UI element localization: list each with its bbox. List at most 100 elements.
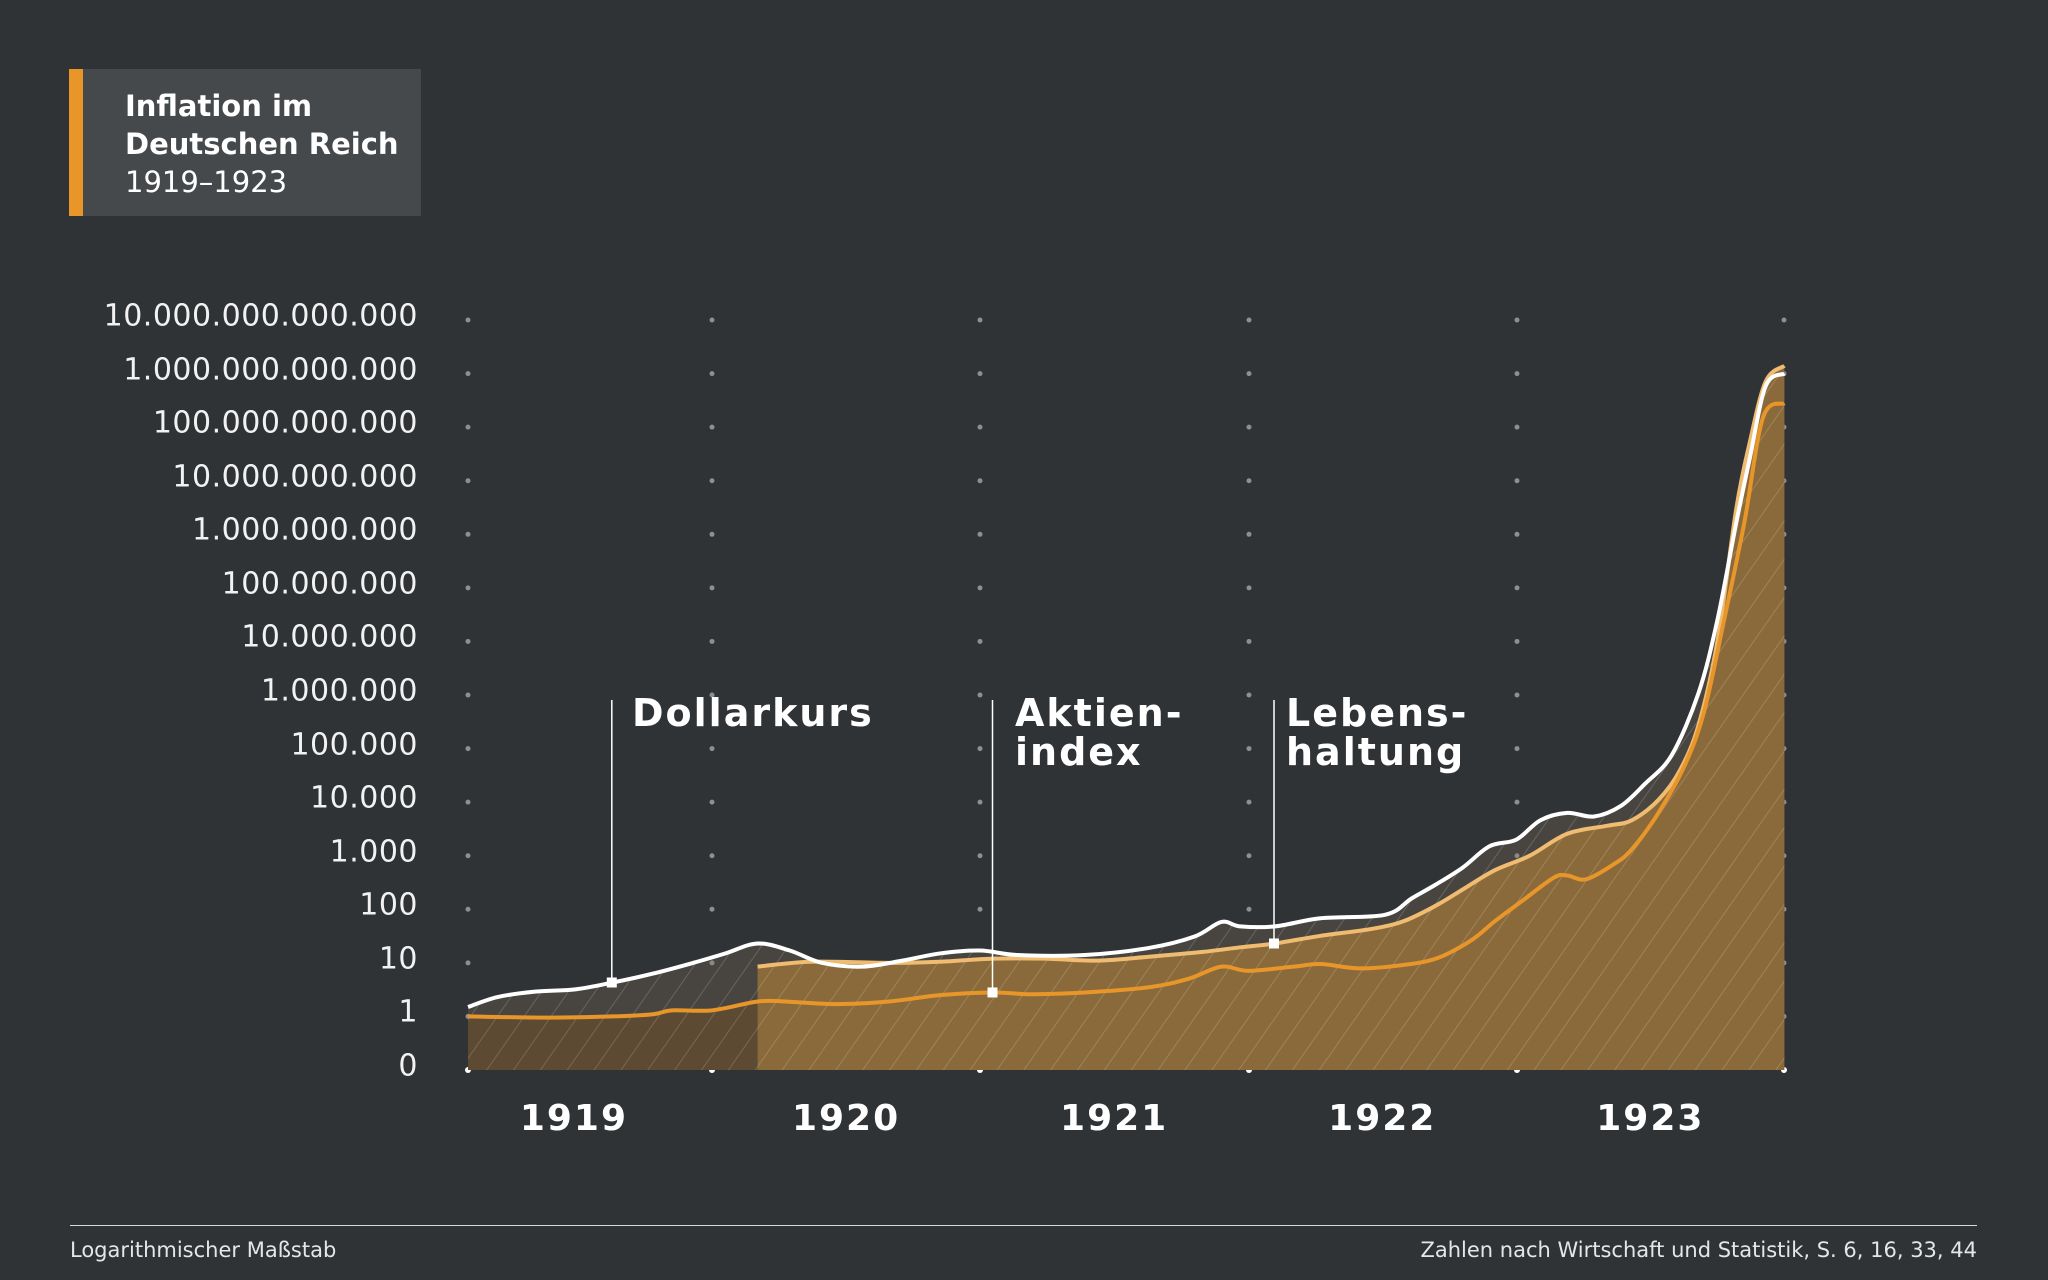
y-tick-label: 100 [359, 887, 418, 923]
footer-divider [70, 1225, 1977, 1226]
grid-dot [977, 638, 983, 644]
grid-dot [977, 853, 983, 859]
grid-dot [1514, 692, 1520, 698]
chart-lines [467, 364, 1786, 1020]
y-tick-label: 10 [378, 941, 418, 977]
footer-source: Zahlen nach Wirtschaft und Statistik, S.… [1420, 1238, 1977, 1262]
grid-dot [1514, 746, 1520, 752]
y-tick-label: 100.000 [290, 727, 418, 763]
grid-dot [1246, 638, 1252, 644]
series-label-aktienindex: Aktien-index [1015, 694, 1183, 772]
series-label-line: haltung [1286, 730, 1466, 774]
y-tick-label: 0 [398, 1048, 418, 1084]
grid-dot [1514, 638, 1520, 644]
x-tick-label: 1922 [1328, 1098, 1437, 1139]
series-label-line: Aktien- [1015, 691, 1184, 735]
chart-title-box: Inflation im Deutschen Reich 1919–1923 [69, 69, 421, 216]
grid-dot [465, 906, 471, 912]
grid-dot [465, 853, 471, 859]
grid-dot [977, 799, 983, 805]
grid-dot [1246, 424, 1252, 430]
y-tick-label: 10.000.000.000.000 [103, 298, 418, 334]
title-accent-bar [69, 69, 83, 216]
grid-dot [1514, 799, 1520, 805]
dollarkurs-line [467, 371, 1786, 1009]
grid-dot [1246, 478, 1252, 484]
x-tick-label: 1921 [1060, 1098, 1169, 1139]
grid-dot [1514, 531, 1520, 537]
grid-dot [465, 371, 471, 377]
series-label-dollarkurs: Dollarkurs [632, 694, 874, 733]
grid-dot [1514, 424, 1520, 430]
grid-dot [709, 906, 715, 912]
grid-dot [977, 371, 983, 377]
grid-dot [465, 746, 471, 752]
grid-dot [709, 317, 715, 323]
grid-dot [977, 906, 983, 912]
x-tick-label: 1919 [519, 1098, 629, 1139]
grid-dot [977, 317, 983, 323]
y-tick-label: 1.000 [329, 834, 418, 870]
title-years: 1919–1923 [125, 165, 288, 199]
series-label-line: Lebens- [1286, 691, 1469, 735]
title-line-2: Deutschen Reich [125, 127, 399, 161]
grid-dot [465, 585, 471, 591]
grid-dot [709, 746, 715, 752]
grid-dot [1246, 746, 1252, 752]
series-label-line: Dollarkurs [632, 691, 874, 735]
grid-dot [709, 531, 715, 537]
series-label-lebenshaltung: Lebens-haltung [1286, 694, 1468, 772]
y-tick-label: 10.000.000 [241, 619, 418, 655]
grid-dot [1514, 317, 1520, 323]
y-tick-label: 10.000 [310, 780, 418, 816]
y-tick-label: 1.000.000 [260, 673, 418, 709]
grid-dot [709, 638, 715, 644]
grid-dot [465, 960, 471, 966]
grid-dot [977, 424, 983, 430]
grid-dot [465, 799, 471, 805]
grid-dot [1514, 371, 1520, 377]
grid-dot [1246, 692, 1252, 698]
grid-dot [977, 585, 983, 591]
y-tick-label: 1.000.000.000 [192, 512, 418, 548]
series-label-line: index [1015, 730, 1143, 774]
chart-title: Inflation im Deutschen Reich 1919–1923 [125, 87, 399, 201]
grid-dot [709, 478, 715, 484]
grid-dot [465, 478, 471, 484]
grid-dot [977, 692, 983, 698]
grid-dot [1246, 799, 1252, 805]
leader-marker [987, 987, 998, 998]
aktienindex-line [467, 401, 1786, 1020]
x-tick-label: 1920 [791, 1098, 901, 1139]
y-tick-label: 1 [398, 994, 418, 1030]
grid-dot [465, 424, 471, 430]
grid-dot [709, 853, 715, 859]
y-tick-label: 1.000.000.000.000 [123, 352, 418, 388]
grid-dot [977, 746, 983, 752]
grid-dot [977, 531, 983, 537]
grid-dot [977, 478, 983, 484]
grid-dot [465, 638, 471, 644]
grid-dot [709, 585, 715, 591]
y-tick-label: 10.000.000.000 [172, 459, 418, 495]
y-tick-label: 100.000.000.000 [152, 405, 418, 441]
grid-dot [1246, 531, 1252, 537]
title-line-1: Inflation im [125, 89, 313, 123]
grid-dot [465, 692, 471, 698]
x-tick-label: 1923 [1596, 1098, 1705, 1139]
grid-dot [465, 531, 471, 537]
leader-marker [606, 977, 617, 988]
grid-dot [709, 799, 715, 805]
grid-dot [1514, 478, 1520, 484]
grid-dot [1514, 585, 1520, 591]
grid-dot [709, 371, 715, 377]
footer-scale-note: Logarithmischer Maßstab [70, 1238, 337, 1262]
grid-dot [1246, 853, 1252, 859]
y-tick-label: 100.000.000 [221, 566, 418, 602]
grid-dot [1246, 585, 1252, 591]
leader-marker [1269, 938, 1280, 949]
grid-dot [1246, 906, 1252, 912]
grid-dot [709, 424, 715, 430]
grid-dot [465, 317, 471, 323]
